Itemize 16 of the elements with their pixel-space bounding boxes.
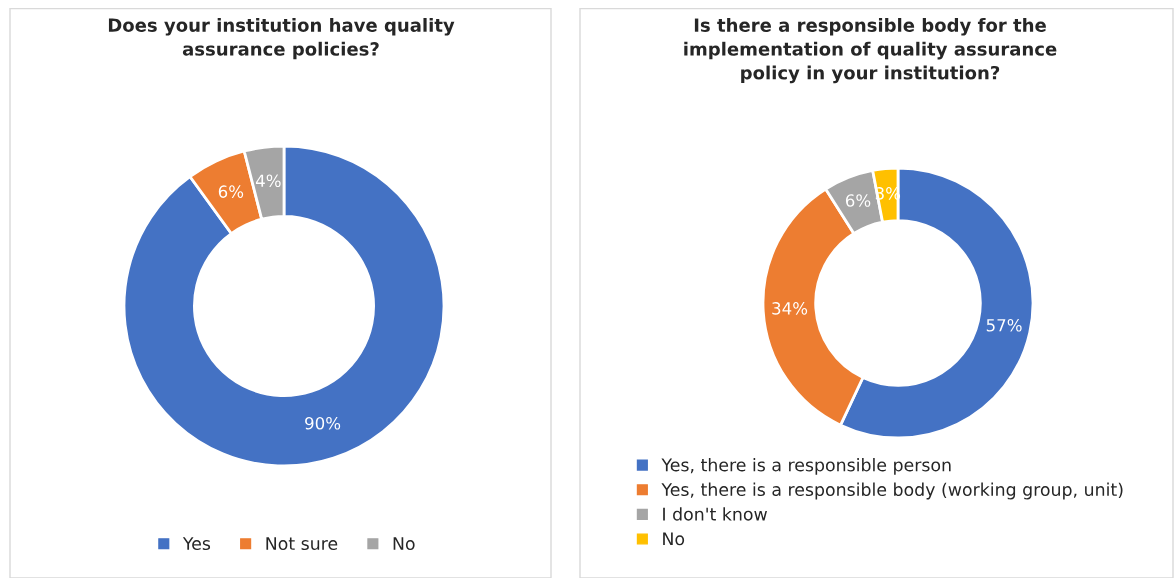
chart-title: Does your institution have quality assurance policies? [108,18,455,60]
legend-label: Not sure [266,537,338,551]
donut-slice [122,144,446,468]
legend-label: Yes, there is a responsible body (working group, unit) [661,482,1123,500]
data-label: 4% [255,174,281,188]
legend-label: I don't know [663,507,767,521]
legend-label: No [663,532,685,546]
legend-label: No [393,537,415,551]
chart-title: Is there a responsible body for the implementation of quality assurance policy in your institution? [684,18,1057,84]
data-label: 6% [218,185,244,198]
legend-label: Yes, there is a responsible person [661,458,951,475]
data-label: 6% [845,194,871,207]
data-label: 34% [772,302,808,315]
data-label: 57% [986,318,1022,332]
legend-label: Yes [182,537,211,551]
data-label: 90% [305,416,341,430]
